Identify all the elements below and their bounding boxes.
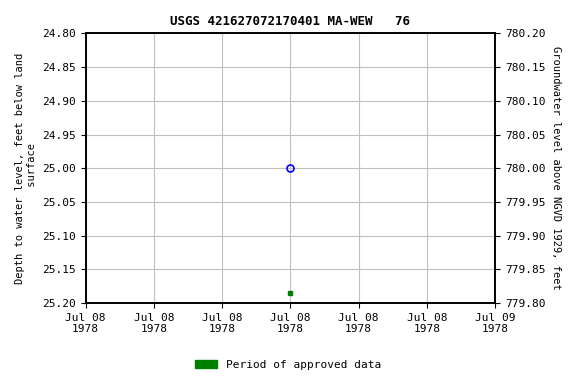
Legend: Period of approved data: Period of approved data: [191, 356, 385, 375]
Title: USGS 421627072170401 MA-WEW   76: USGS 421627072170401 MA-WEW 76: [170, 15, 411, 28]
Y-axis label: Depth to water level, feet below land
 surface: Depth to water level, feet below land su…: [15, 53, 37, 284]
Y-axis label: Groundwater level above NGVD 1929, feet: Groundwater level above NGVD 1929, feet: [551, 46, 561, 290]
